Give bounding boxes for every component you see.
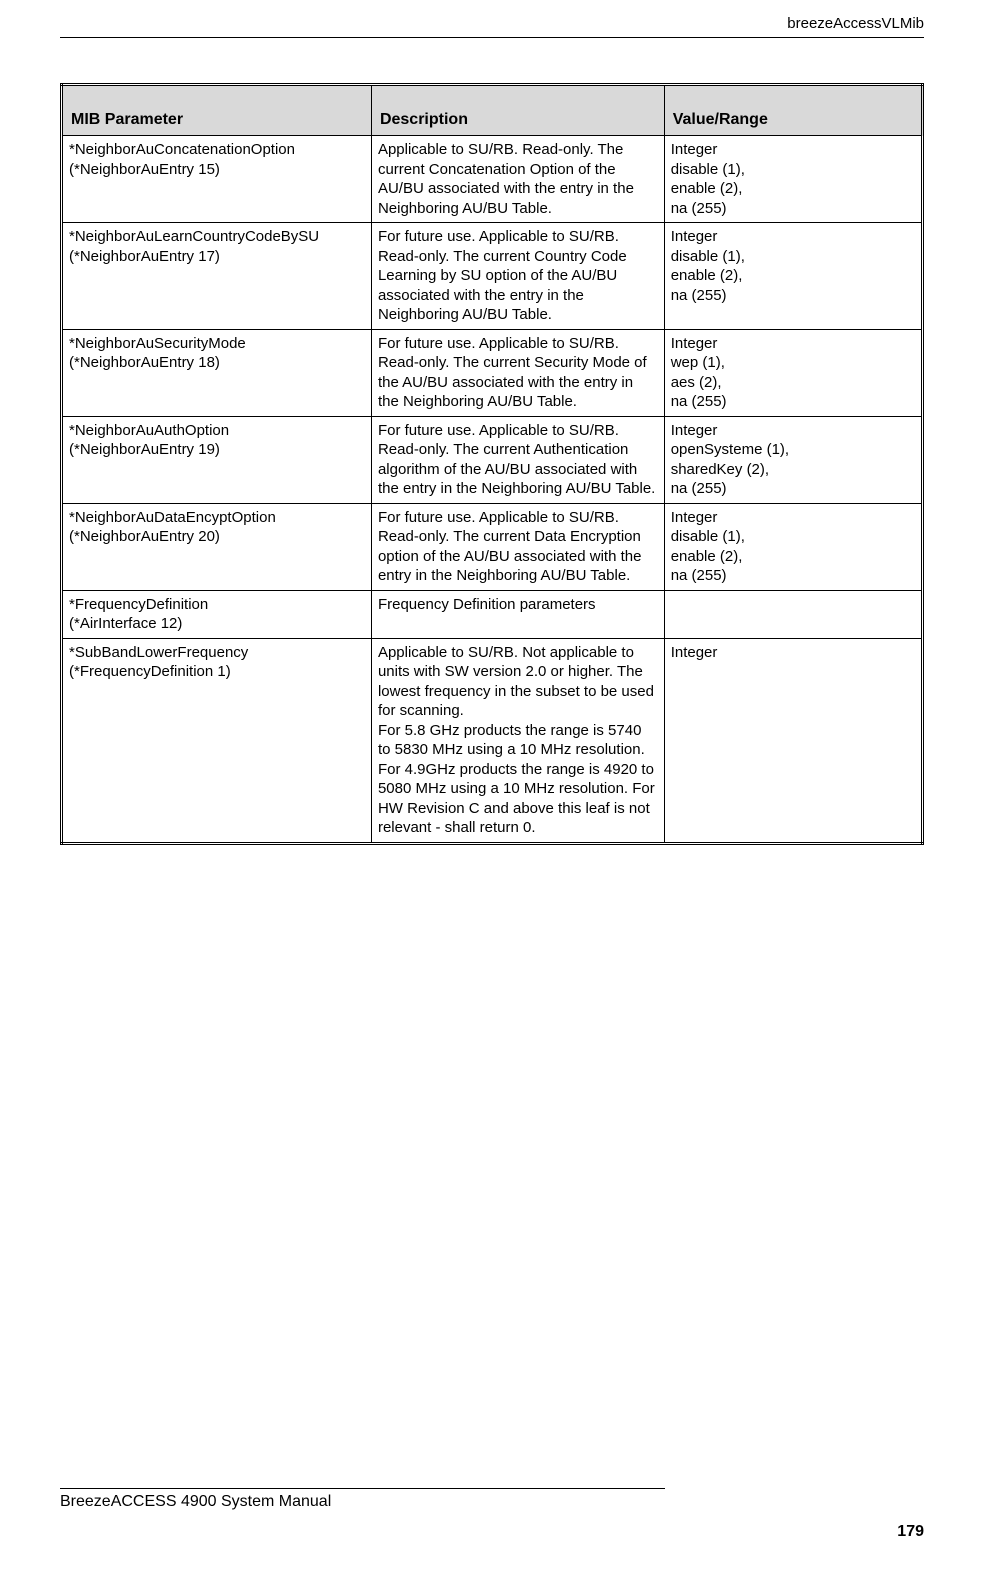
table-row: *FrequencyDefinition (*AirInterface 12) … — [62, 590, 923, 638]
cell-desc: For future use. Applicable to SU/RB. Rea… — [371, 503, 664, 590]
table-row: *NeighborAuLearnCountryCodeBySU (*Neighb… — [62, 223, 923, 330]
table-row: *SubBandLowerFrequency (*FrequencyDefini… — [62, 638, 923, 843]
cell-param: *FrequencyDefinition (*AirInterface 12) — [62, 590, 372, 638]
cell-value: Integer disable (1), enable (2), na (255… — [664, 503, 922, 590]
cell-desc: For future use. Applicable to SU/RB. Rea… — [371, 416, 664, 503]
cell-param: *NeighborAuDataEncyptOption (*NeighborAu… — [62, 503, 372, 590]
table-row: *NeighborAuConcatenationOption (*Neighbo… — [62, 136, 923, 223]
cell-value: Integer disable (1), enable (2), na (255… — [664, 223, 922, 330]
header-separator — [60, 37, 924, 38]
cell-desc: Frequency Definition parameters — [371, 590, 664, 638]
page-header-right: breezeAccessVLMib — [60, 0, 924, 37]
page-footer: BreezeACCESS 4900 System Manual 179 — [60, 1488, 924, 1541]
table-row: *NeighborAuSecurityMode (*NeighborAuEntr… — [62, 329, 923, 416]
cell-value: Integer openSysteme (1), sharedKey (2), … — [664, 416, 922, 503]
cell-value: Integer — [664, 638, 922, 843]
cell-desc: Applicable to SU/RB. Read-only. The curr… — [371, 136, 664, 223]
footer-separator — [60, 1488, 665, 1489]
cell-param: *NeighborAuAuthOption (*NeighborAuEntry … — [62, 416, 372, 503]
mib-parameter-table: MIB Parameter Description Value/Range *N… — [60, 83, 924, 845]
page-number: 179 — [60, 1523, 924, 1541]
cell-value — [664, 590, 922, 638]
cell-param: *NeighborAuConcatenationOption (*Neighbo… — [62, 136, 372, 223]
footer-manual-title: BreezeACCESS 4900 System Manual — [60, 1493, 924, 1511]
table-row: *NeighborAuAuthOption (*NeighborAuEntry … — [62, 416, 923, 503]
cell-param: *NeighborAuSecurityMode (*NeighborAuEntr… — [62, 329, 372, 416]
cell-desc: For future use. Applicable to SU/RB. Rea… — [371, 223, 664, 330]
column-header-param: MIB Parameter — [62, 85, 372, 136]
cell-param: *SubBandLowerFrequency (*FrequencyDefini… — [62, 638, 372, 843]
table-row: *NeighborAuDataEncyptOption (*NeighborAu… — [62, 503, 923, 590]
column-header-value: Value/Range — [664, 85, 922, 136]
column-header-desc: Description — [371, 85, 664, 136]
cell-param: *NeighborAuLearnCountryCodeBySU (*Neighb… — [62, 223, 372, 330]
cell-value: Integer disable (1), enable (2), na (255… — [664, 136, 922, 223]
cell-desc: For future use. Applicable to SU/RB. Rea… — [371, 329, 664, 416]
table-header-row: MIB Parameter Description Value/Range — [62, 85, 923, 136]
cell-value: Integer wep (1), aes (2), na (255) — [664, 329, 922, 416]
cell-desc: Applicable to SU/RB. Not applicable to u… — [371, 638, 664, 843]
